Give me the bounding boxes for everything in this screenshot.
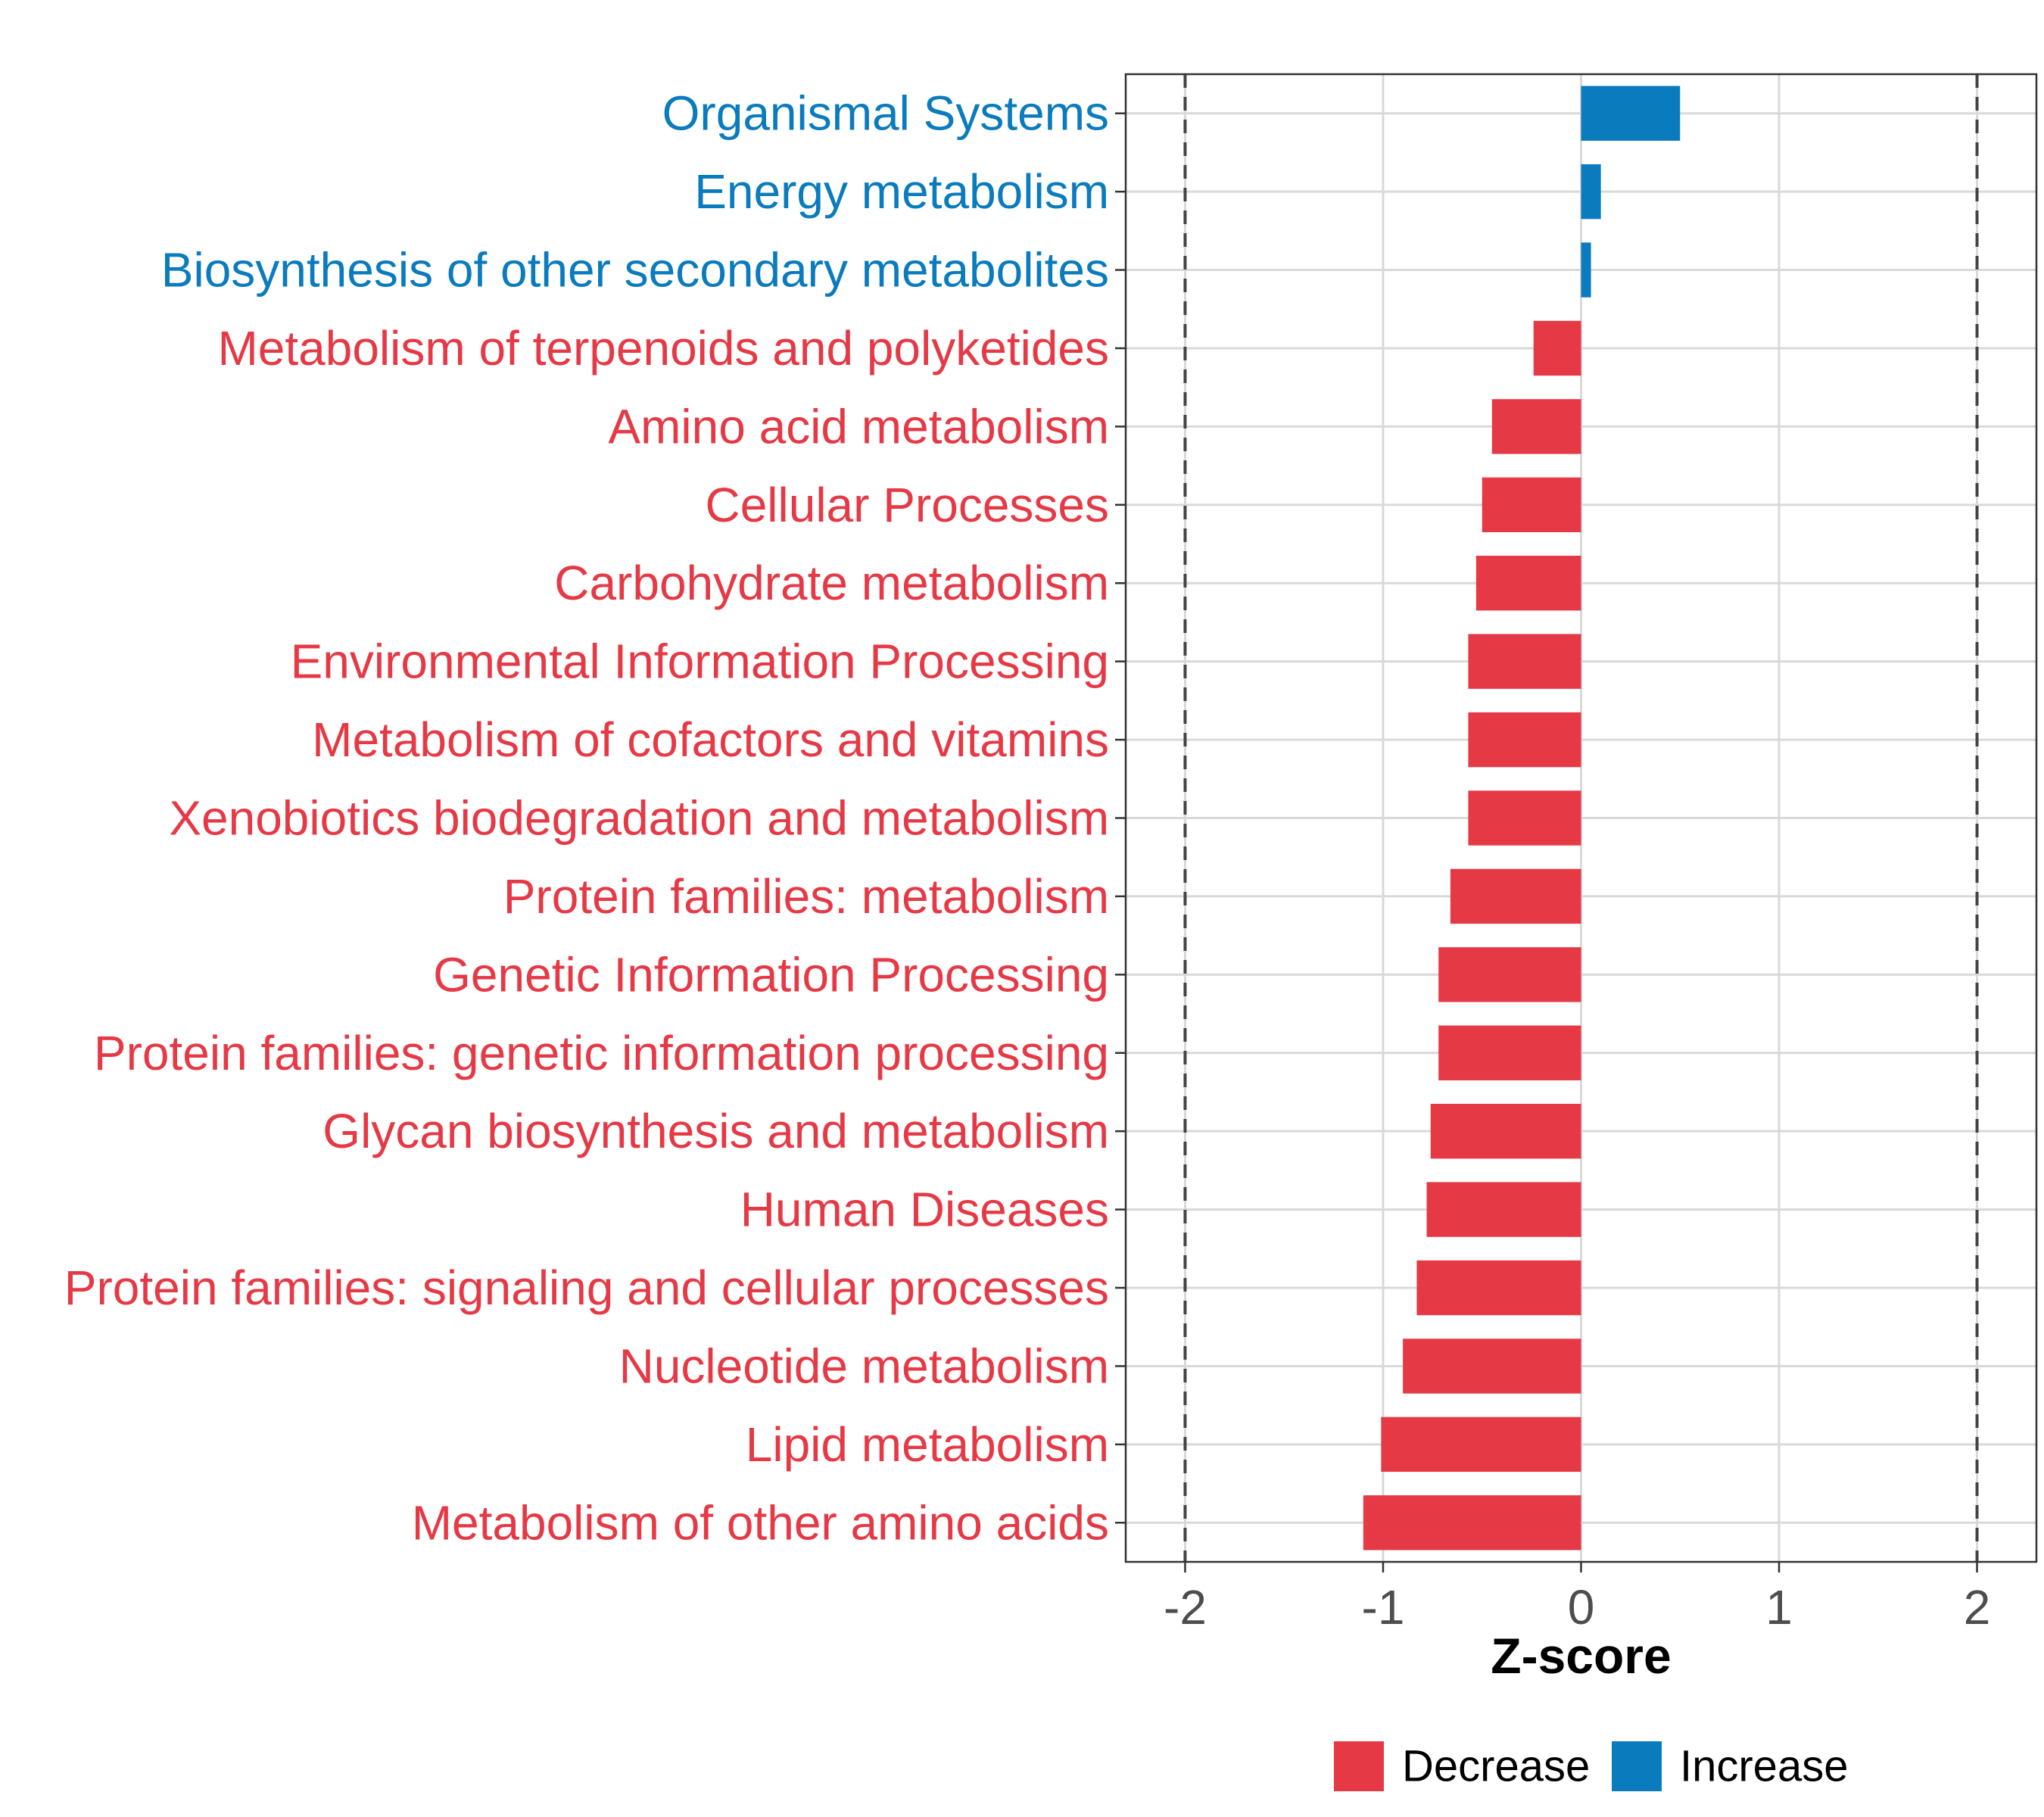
x-tick-label: 0 [1568, 1580, 1595, 1635]
category-label: Metabolism of cofactors and vitamins [312, 712, 1109, 767]
legend-label: Decrease [1402, 1742, 1590, 1791]
bar [1438, 1025, 1581, 1080]
bar [1468, 634, 1581, 689]
category-label: Nucleotide metabolism [619, 1339, 1109, 1393]
bar [1381, 1417, 1581, 1473]
category-label: Protein families: signaling and cellular… [64, 1261, 1109, 1315]
x-tick-label: 2 [1964, 1580, 1991, 1635]
bar [1533, 320, 1581, 376]
legend-swatch [1334, 1741, 1384, 1791]
category-label: Cellular Processes [705, 478, 1109, 532]
category-label: Protein families: metabolism [503, 869, 1109, 924]
category-label: Glycan biosynthesis and metabolism [322, 1104, 1109, 1158]
bar [1491, 399, 1581, 454]
bar [1581, 86, 1681, 141]
category-label: Protein families: genetic information pr… [94, 1026, 1109, 1080]
category-label: Xenobiotics biodegradation and metabolis… [169, 791, 1109, 846]
x-axis-title: Z-score [1491, 1628, 1671, 1684]
category-label: Metabolism of terpenoids and polyketides [217, 321, 1109, 376]
bar [1403, 1339, 1581, 1394]
category-label: Amino acid metabolism [608, 399, 1109, 453]
bar [1482, 477, 1581, 533]
category-label: Energy metabolism [694, 164, 1109, 219]
bar [1430, 1103, 1581, 1159]
category-label: Human Diseases [740, 1183, 1109, 1237]
bar [1475, 556, 1581, 611]
x-tick-label: -1 [1362, 1580, 1405, 1635]
bar [1468, 790, 1581, 846]
x-axis-ticks: -2 -1 0 1 2 [1164, 1562, 1990, 1635]
category-label: Biosynthesis of other secondary metaboli… [161, 243, 1109, 298]
bar [1438, 947, 1581, 1002]
bar [1416, 1260, 1581, 1316]
bars-layer [1363, 86, 1681, 1551]
legend-label: Increase [1680, 1742, 1848, 1791]
bar [1581, 164, 1601, 220]
bar [1363, 1495, 1581, 1551]
category-label: Lipid metabolism [746, 1417, 1109, 1472]
legend: Decrease Increase [1334, 1741, 1848, 1791]
category-label: Genetic Information Processing [433, 947, 1109, 1002]
bar [1426, 1182, 1581, 1237]
category-label: Metabolism of other amino acids [412, 1495, 1109, 1550]
y-axis-labels: Organismal Systems Energy metabolism Biosy… [64, 86, 1126, 1550]
bar [1450, 868, 1581, 924]
x-tick-label: 1 [1765, 1580, 1793, 1635]
bar [1468, 712, 1581, 768]
category-label: Environmental Information Processing [291, 634, 1109, 689]
reference-lines-layer [1183, 74, 1979, 1562]
legend-swatch [1612, 1741, 1662, 1791]
category-label: Organismal Systems [662, 86, 1109, 141]
bar [1581, 242, 1591, 298]
category-label: Carbohydrate metabolism [554, 556, 1109, 610]
x-tick-label: -2 [1164, 1580, 1207, 1635]
